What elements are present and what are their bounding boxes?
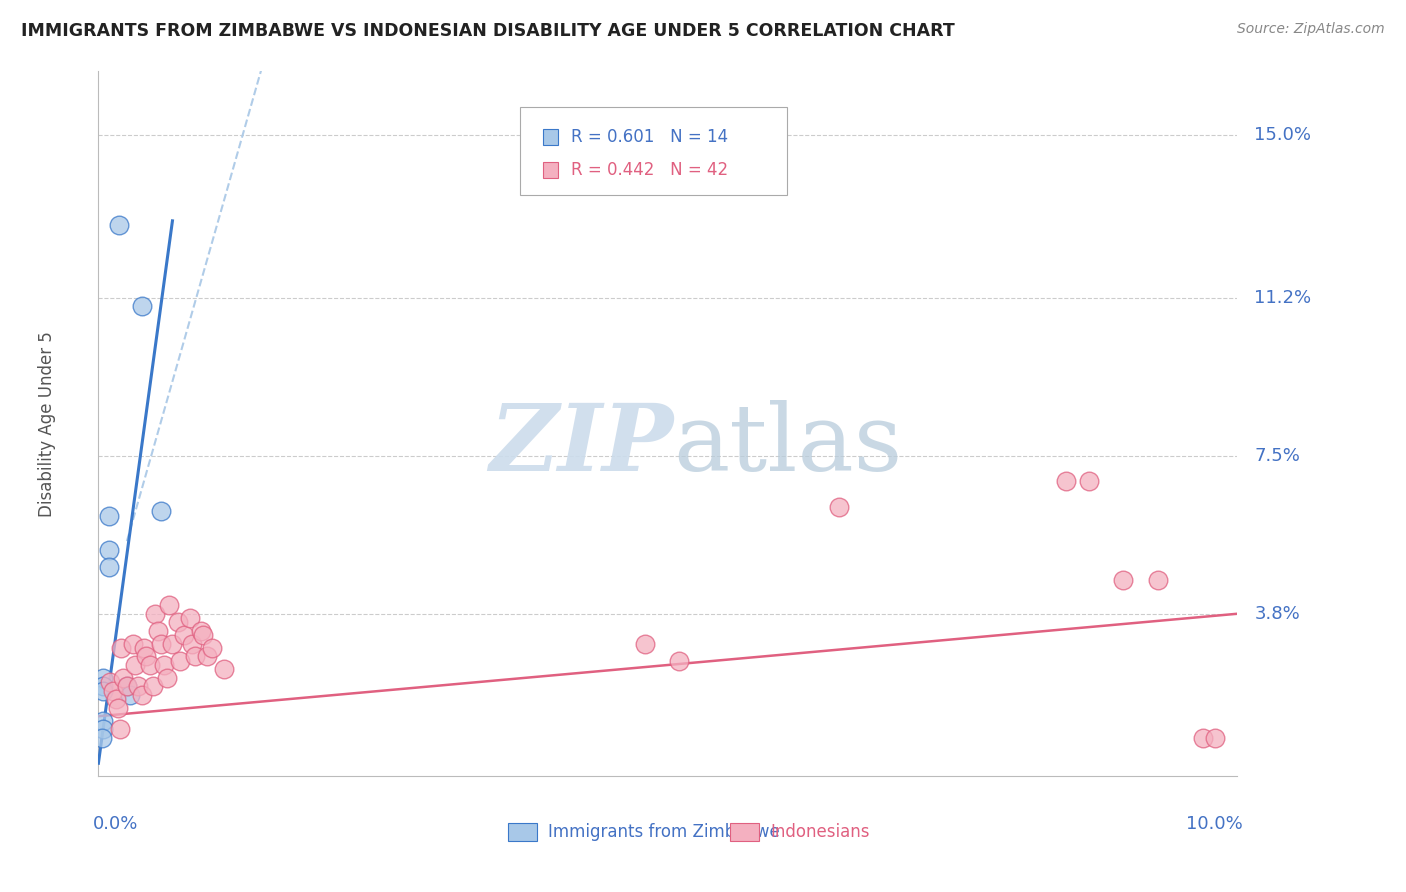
- Point: [91, 679, 114, 693]
- Point: [180, 637, 202, 651]
- Point: [167, 615, 190, 630]
- Text: 11.2%: 11.2%: [1254, 289, 1312, 307]
- Point: [150, 637, 173, 651]
- Point: [153, 658, 176, 673]
- Point: [145, 607, 167, 621]
- Text: atlas: atlas: [673, 400, 903, 490]
- Text: 15.0%: 15.0%: [1254, 127, 1312, 145]
- Point: [1146, 573, 1168, 587]
- Point: [97, 508, 120, 523]
- Point: [112, 671, 135, 685]
- Text: IMMIGRANTS FROM ZIMBABWE VS INDONESIAN DISABILITY AGE UNDER 5 CORRELATION CHART: IMMIGRANTS FROM ZIMBABWE VS INDONESIAN D…: [21, 22, 955, 40]
- Point: [1078, 475, 1101, 489]
- Point: [828, 500, 851, 514]
- Point: [1112, 573, 1135, 587]
- Text: R = 0.442   N = 42: R = 0.442 N = 42: [571, 161, 728, 179]
- Point: [173, 628, 195, 642]
- Point: [97, 559, 120, 574]
- Point: [138, 658, 160, 673]
- Point: [1204, 731, 1226, 745]
- Point: [142, 679, 165, 693]
- Bar: [731, 823, 759, 841]
- Point: [212, 662, 235, 676]
- Point: [98, 675, 121, 690]
- Text: Disability Age Under 5: Disability Age Under 5: [38, 331, 56, 516]
- Point: [156, 671, 179, 685]
- Point: [110, 640, 132, 655]
- Text: 3.8%: 3.8%: [1254, 605, 1301, 623]
- Text: 7.5%: 7.5%: [1254, 447, 1301, 465]
- Bar: [543, 129, 558, 145]
- Point: [193, 628, 215, 642]
- Text: R = 0.601   N = 14: R = 0.601 N = 14: [571, 128, 728, 146]
- Text: Source: ZipAtlas.com: Source: ZipAtlas.com: [1237, 22, 1385, 37]
- Text: Indonesians: Indonesians: [770, 823, 870, 841]
- Point: [91, 683, 114, 698]
- Point: [1056, 475, 1078, 489]
- Point: [124, 658, 146, 673]
- Point: [103, 683, 125, 698]
- Point: [108, 218, 131, 232]
- Point: [91, 722, 114, 736]
- Point: [131, 299, 153, 313]
- Point: [184, 649, 207, 664]
- Point: [179, 611, 201, 625]
- Point: [668, 654, 690, 668]
- Point: [91, 714, 114, 728]
- Bar: [543, 162, 558, 178]
- Text: Immigrants from Zimbabwe: Immigrants from Zimbabwe: [548, 823, 780, 841]
- Text: 0.0%: 0.0%: [93, 814, 138, 833]
- Point: [131, 688, 153, 702]
- Point: [150, 504, 173, 518]
- Point: [97, 542, 120, 557]
- Point: [104, 692, 127, 706]
- Point: [90, 731, 112, 745]
- Point: [157, 598, 180, 612]
- Point: [121, 637, 143, 651]
- Point: [108, 722, 131, 736]
- Point: [195, 649, 218, 664]
- Point: [162, 637, 184, 651]
- Point: [1192, 731, 1215, 745]
- Point: [120, 688, 142, 702]
- Point: [127, 679, 149, 693]
- Text: ZIP: ZIP: [489, 400, 673, 490]
- Point: [135, 649, 157, 664]
- Point: [91, 671, 114, 685]
- Point: [107, 700, 129, 714]
- Point: [190, 624, 212, 638]
- Text: 10.0%: 10.0%: [1187, 814, 1243, 833]
- Point: [115, 679, 138, 693]
- Point: [201, 640, 224, 655]
- FancyBboxPatch shape: [520, 107, 787, 194]
- Point: [132, 640, 155, 655]
- Bar: [509, 823, 537, 841]
- Point: [169, 654, 191, 668]
- Point: [634, 637, 657, 651]
- Point: [146, 624, 169, 638]
- Point: [115, 679, 138, 693]
